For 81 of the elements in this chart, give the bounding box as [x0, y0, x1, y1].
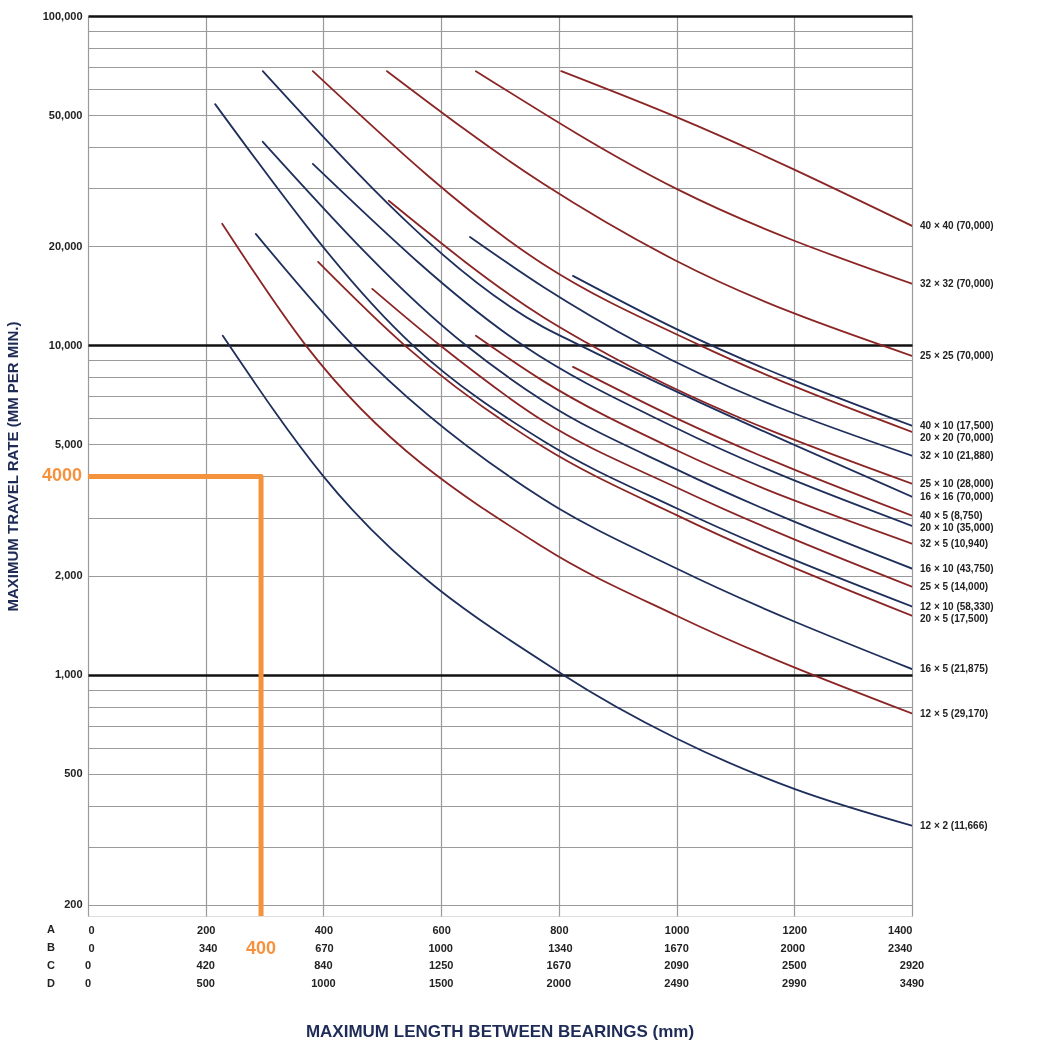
series-label: 32 × 32 (70,000) [920, 277, 994, 289]
text: 0 [84, 977, 92, 989]
x2-tick-label: 340 [199, 941, 218, 954]
text: 2000 [546, 977, 572, 989]
x-axis-title: MAXIMUM LENGTH BETWEEN BEARINGS (mm) [305, 1022, 695, 1041]
x-tick-label: 1200 [782, 923, 808, 936]
text: D [47, 977, 56, 989]
text: 0 [84, 959, 92, 971]
x2-tick-label: 0 [88, 941, 95, 954]
y-tick-label: 1,000 [54, 668, 83, 681]
text: A [47, 923, 56, 935]
x-tick-label: 600 [432, 923, 451, 936]
line-series [221, 334, 912, 827]
x-tick-label: 200 [197, 923, 216, 936]
y-tick-label: 10,000 [48, 338, 83, 351]
series-label: 40 × 10 (17,500) [920, 419, 994, 431]
text: 1000 [311, 977, 336, 989]
series-label: 12 × 5 (29,170) [920, 707, 989, 719]
text: 2490 [664, 977, 689, 989]
text: 3490 [899, 977, 925, 989]
x2-tick-label: 2340 [888, 941, 913, 954]
series-label: 20 × 10 (35,000) [920, 522, 994, 534]
series-label: 16 × 16 (70,000) [920, 490, 994, 502]
x2-tick-label: 1000 [428, 941, 453, 954]
series-label: 12 × 10 (58,330) [920, 600, 994, 612]
text: 2920 [899, 959, 925, 971]
line-series [387, 199, 912, 485]
y-tick-label: 20,000 [48, 239, 83, 252]
series-label: 20 × 5 (17,500) [920, 613, 989, 625]
x2-tick-label: 1670 [664, 941, 689, 954]
line-series [261, 70, 912, 498]
line-series [386, 70, 912, 357]
series-label: 40 × 5 (8,750) [920, 509, 983, 521]
line-series [221, 222, 912, 715]
series-label: 25 × 25 (70,000) [920, 349, 994, 361]
y-tick-label: 200 [64, 898, 83, 911]
series-label: 16 × 10 (43,750) [920, 562, 994, 574]
x2-tick-label: 1340 [548, 941, 573, 954]
text: 2090 [664, 959, 689, 971]
text: 1670 [546, 959, 572, 971]
x-tick-label: 1000 [664, 923, 690, 936]
text: 2990 [782, 977, 807, 989]
text: 1500 [428, 977, 454, 989]
x-tick-label: 400 [314, 923, 334, 936]
line-series [311, 163, 912, 527]
line-series [474, 334, 912, 545]
y-tick-label: 5,000 [54, 437, 83, 450]
text: 840 [314, 959, 333, 971]
series-label: 25 × 10 (28,000) [920, 477, 994, 489]
text: B [47, 941, 56, 953]
line-series [214, 103, 912, 608]
text: 1250 [428, 959, 454, 971]
x2-tick-label: 670 [315, 941, 334, 954]
y-axis-title: MAXIMUM TRAVEL RATE (MM PER MIN.) [3, 321, 21, 612]
text: 500 [196, 977, 215, 989]
series-label: 12 × 2 (11,666) [920, 819, 988, 831]
line-series [317, 261, 912, 617]
text: 420 [196, 959, 215, 971]
series-label: 16 × 5 (21,875) [920, 663, 989, 675]
line-series [371, 287, 912, 588]
y-tick-label: 50,000 [48, 108, 83, 121]
series-label: 32 × 10 (21,880) [920, 449, 994, 461]
y-tick-label: 2,000 [54, 569, 83, 582]
y-tick-label: 100,000 [42, 9, 83, 22]
x-tick-label: 800 [550, 923, 569, 936]
x-tick-label: 1400 [888, 923, 913, 936]
line-series [311, 70, 912, 433]
line-series [469, 236, 912, 457]
annotation: 4000 [41, 465, 82, 486]
text: 2500 [782, 959, 807, 971]
line-series [254, 232, 912, 670]
x-tick-label: 0 [88, 923, 95, 936]
series-label: 25 × 5 (14,000) [920, 580, 989, 592]
text: C [47, 959, 56, 971]
series-label: 40 × 40 (70,000) [920, 219, 994, 231]
line-series [261, 140, 912, 570]
y-tick-label: 500 [64, 767, 83, 780]
series-label: 32 × 5 (10,940) [920, 537, 989, 549]
annotation: 400 [246, 938, 277, 958]
x2-tick-label: 2000 [780, 941, 806, 954]
series-label: 20 × 20 (70,000) [920, 432, 994, 444]
